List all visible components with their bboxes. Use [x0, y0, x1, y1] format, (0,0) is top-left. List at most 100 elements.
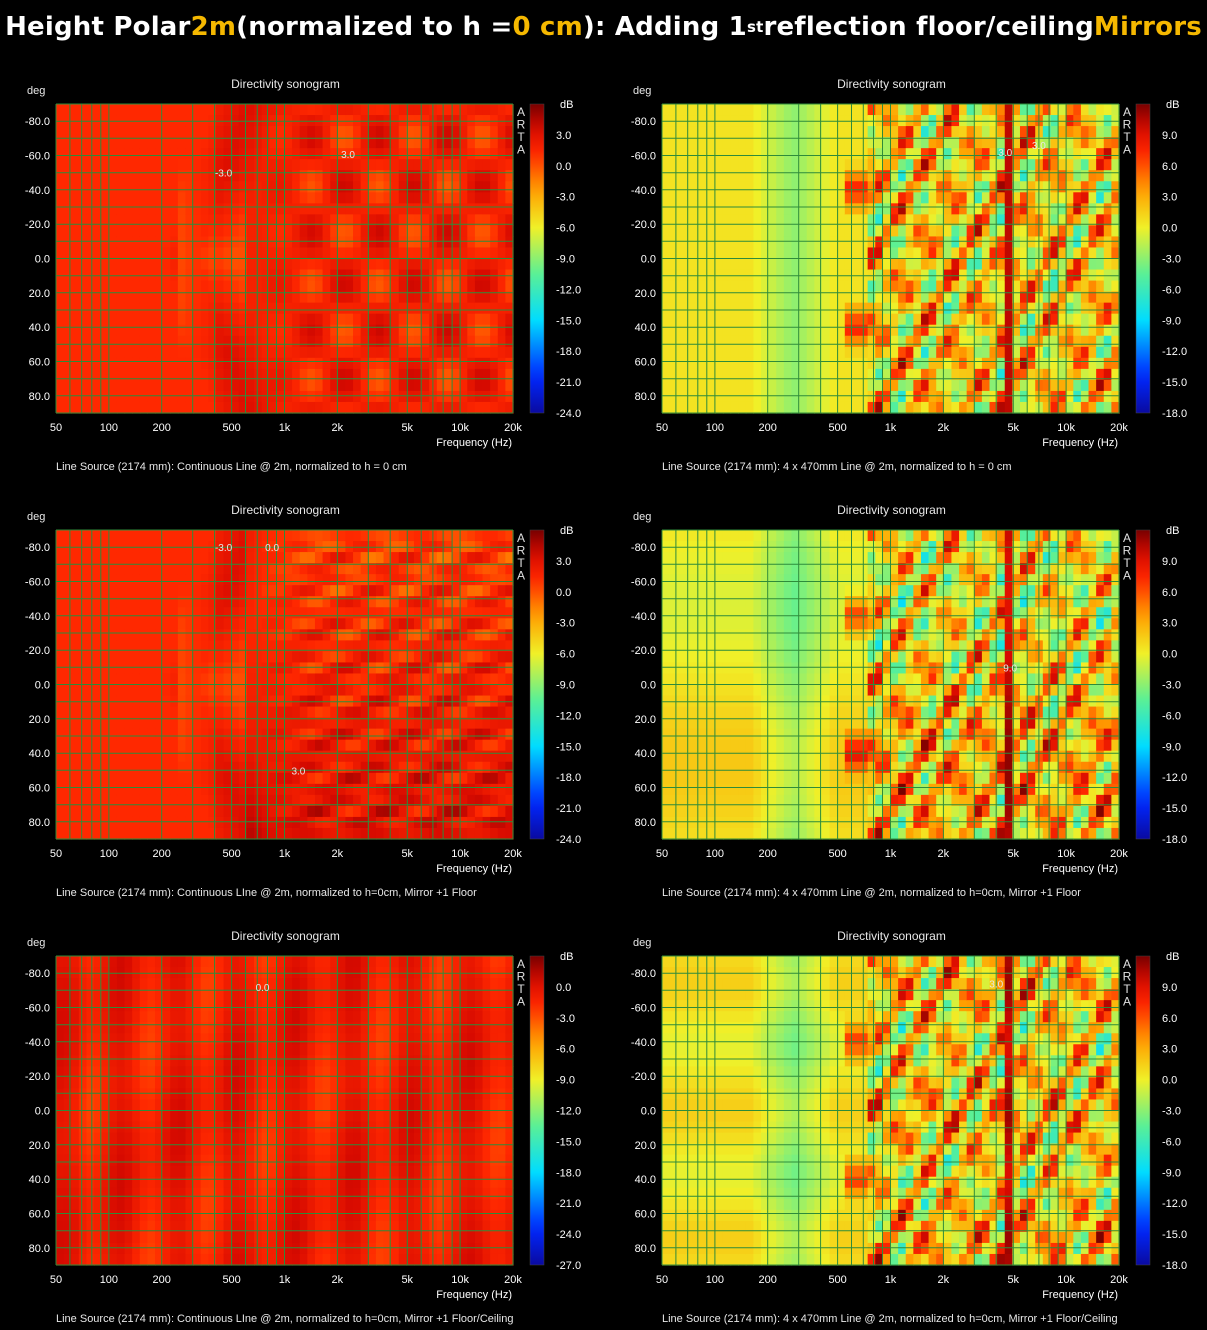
- heatmap-cell: [459, 236, 468, 249]
- heatmap-cell: [783, 159, 793, 171]
- heatmap-cell: [170, 640, 179, 652]
- heatmap-cell: [738, 236, 747, 249]
- heatmap-cell: [852, 368, 861, 381]
- heatmap-cell: [56, 816, 65, 829]
- colorbar-tick-label: -3.0: [1162, 254, 1181, 266]
- heatmap-cell: [1050, 247, 1059, 260]
- heatmap-cell: [314, 170, 324, 182]
- heatmap-cell: [421, 137, 430, 149]
- heatmap-cell: [806, 159, 815, 171]
- heatmap-cell: [375, 794, 385, 807]
- heatmap-cell: [890, 137, 899, 149]
- heatmap-cell: [124, 574, 133, 586]
- colorbar: [1135, 103, 1151, 414]
- heatmap-cell: [821, 148, 831, 160]
- heatmap-cell: [238, 137, 248, 149]
- heatmap-cell: [56, 302, 65, 315]
- heatmap-cell: [753, 390, 762, 403]
- heatmap-cell: [231, 585, 240, 597]
- heatmap-cell: [261, 783, 270, 796]
- heatmap-cell: [170, 346, 179, 359]
- heatmap-cell: [375, 607, 385, 619]
- heatmap-cell: [398, 346, 407, 359]
- heatmap-cell: [722, 170, 732, 182]
- heatmap-cell: [215, 225, 225, 238]
- heatmap-cell: [101, 607, 110, 619]
- heatmap-cell: [997, 225, 1006, 238]
- heatmap-cell: [200, 728, 209, 741]
- heatmap-cell: [1103, 170, 1112, 182]
- heatmap-cell: [444, 247, 453, 260]
- heatmap-cell: [1111, 258, 1120, 271]
- heatmap-cell: [1111, 390, 1120, 403]
- heatmap-cell: [860, 313, 869, 326]
- heatmap-cell: [738, 137, 747, 149]
- heatmap-cell: [692, 225, 701, 238]
- heatmap-cell: [1096, 137, 1105, 149]
- heatmap-cell: [71, 192, 80, 204]
- heatmap-cell: [966, 357, 975, 370]
- heatmap-cell: [482, 313, 491, 326]
- heatmap-cell: [722, 368, 732, 381]
- heatmap-cell: [882, 170, 892, 182]
- heatmap-cell: [1042, 401, 1052, 414]
- heatmap-cell: [1073, 214, 1082, 226]
- heatmap-cell: [231, 816, 240, 829]
- heatmap-cell: [722, 148, 732, 160]
- heatmap-cell: [56, 805, 65, 818]
- heatmap-cell: [989, 346, 998, 359]
- heatmap-cell: [330, 739, 339, 752]
- heatmap-cell: [215, 335, 225, 348]
- heatmap-cell: [314, 401, 324, 414]
- heatmap-cell: [806, 313, 815, 326]
- heatmap-cell: [124, 335, 133, 348]
- heatmap-cell: [284, 258, 293, 271]
- heatmap-cell: [837, 280, 846, 293]
- heatmap-cell: [269, 783, 278, 796]
- heatmap-cell: [1096, 280, 1105, 293]
- heatmap-cell: [505, 181, 514, 193]
- heatmap-cell: [208, 585, 217, 597]
- heatmap-cell: [185, 607, 194, 619]
- heatmap-cell: [116, 673, 126, 686]
- heatmap-cell: [353, 772, 362, 785]
- heatmap-cell: [147, 302, 156, 315]
- heatmap-cell: [223, 203, 232, 215]
- heatmap-cell: [398, 159, 407, 171]
- heatmap-cell: [1058, 236, 1067, 249]
- heatmap-cell: [375, 739, 385, 752]
- heatmap-cell: [261, 247, 270, 260]
- heatmap-cell: [307, 750, 316, 763]
- heatmap-cell: [177, 530, 187, 542]
- heatmap-cell: [132, 750, 141, 763]
- heatmap-cell: [806, 291, 815, 304]
- heatmap-cell: [776, 335, 785, 348]
- heatmap-cell: [86, 750, 95, 763]
- heatmap-cell: [109, 313, 118, 326]
- heatmap-cell: [444, 137, 453, 149]
- heatmap-cell: [94, 214, 103, 226]
- heatmap-cell: [677, 368, 686, 381]
- heatmap-cell: [913, 236, 922, 249]
- heatmap-cell: [966, 236, 975, 249]
- heatmap-cell: [155, 629, 164, 641]
- heatmap-cell: [844, 181, 854, 193]
- heatmap-cell: [147, 346, 156, 359]
- heatmap-cell: [1065, 214, 1074, 226]
- heatmap-cell: [791, 192, 800, 204]
- heatmap-cell: [375, 379, 385, 392]
- heatmap-cell: [692, 390, 701, 403]
- x-tick-label: 2k: [332, 422, 344, 434]
- heatmap-cell: [474, 192, 484, 204]
- heatmap-cell: [398, 335, 407, 348]
- heatmap-cell: [86, 651, 95, 664]
- heatmap-cell: [368, 148, 377, 160]
- heatmap-cell: [132, 772, 141, 785]
- heatmap-cell: [292, 390, 301, 403]
- heatmap-cell: [345, 728, 354, 741]
- heatmap-cell: [821, 346, 831, 359]
- heatmap-cell: [124, 126, 133, 138]
- heatmap-cell: [730, 401, 739, 414]
- heatmap-cell: [398, 390, 407, 403]
- heatmap-cell: [436, 192, 446, 204]
